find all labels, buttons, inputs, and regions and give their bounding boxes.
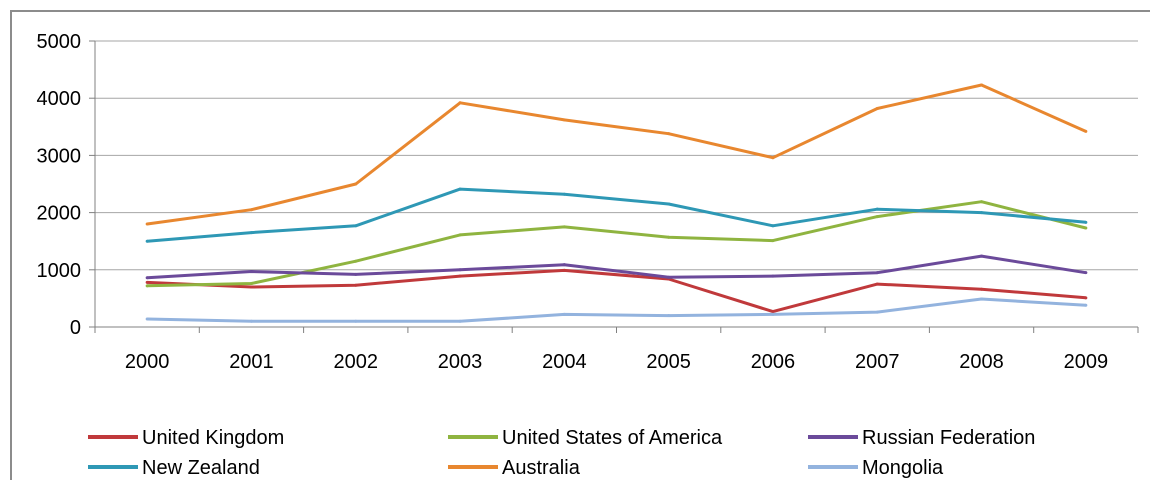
legend-label: New Zealand (142, 457, 260, 479)
data-point (354, 182, 358, 186)
data-point (771, 274, 775, 278)
data-point (667, 275, 671, 279)
data-point (667, 202, 671, 206)
x-tick-label: 2004 (542, 351, 587, 373)
data-point (980, 200, 984, 204)
series-line-4 (146, 83, 1087, 226)
data-point (1084, 226, 1088, 230)
x-axis: 2000 2001 2002 2003 2004 2005 2006 2007 2008 2009 (94, 41, 1139, 373)
data-point (667, 132, 671, 136)
legend: United Kingdom United States of America Ru… (88, 427, 1035, 479)
data-point (980, 254, 984, 258)
x-tick-label: 2009 (1064, 351, 1109, 373)
series-line-0 (147, 268, 1086, 314)
data-point (771, 239, 775, 243)
legend-label: United Kingdom (142, 427, 284, 449)
data-point (354, 272, 358, 276)
data-point (980, 287, 984, 291)
data-point (667, 235, 671, 239)
x-tick-label: 2001 (229, 351, 274, 373)
data-point (1084, 129, 1088, 133)
data-point (458, 187, 462, 191)
data-point (249, 285, 253, 289)
legend-label: Russian Federation (862, 427, 1035, 449)
data-point (562, 312, 566, 316)
data-point (458, 233, 462, 237)
data-point (249, 319, 253, 323)
x-tick-label: 2007 (855, 351, 900, 373)
series-line-5 (147, 297, 1086, 323)
data-point (562, 192, 566, 196)
data-point (980, 211, 984, 215)
y-tick-label: 4000 (37, 88, 82, 110)
data-point (458, 101, 462, 105)
y-tick-label: 3000 (37, 145, 82, 167)
data-point (562, 118, 566, 122)
legend-label: Mongolia (862, 457, 944, 479)
y-tick-label: 2000 (37, 203, 82, 225)
chart-frame (10, 10, 1150, 480)
data-point (875, 310, 879, 314)
data-point (771, 224, 775, 228)
data-point (145, 222, 149, 226)
data-point (1084, 296, 1088, 300)
data-point (980, 297, 984, 301)
data-point (1084, 220, 1088, 224)
data-point (145, 239, 149, 243)
legend-label: Australia (502, 457, 581, 479)
data-point (145, 280, 149, 284)
x-tick-label: 2003 (438, 351, 483, 373)
x-tick-label: 2008 (959, 351, 1004, 373)
y-tick-label: 0 (70, 317, 81, 339)
data-point (249, 208, 253, 212)
data-point (771, 310, 775, 314)
data-point (145, 284, 149, 288)
data-point (1084, 303, 1088, 307)
data-point (458, 268, 462, 272)
y-tick-label: 1000 (37, 260, 82, 282)
data-point (771, 312, 775, 316)
data-point (249, 270, 253, 274)
data-point (145, 317, 149, 321)
data-point (354, 259, 358, 263)
y-tick-label: 5000 (37, 31, 82, 53)
x-tick-label: 2006 (751, 351, 796, 373)
legend-label: United States of America (502, 427, 723, 449)
data-point (875, 215, 879, 219)
data-point (1084, 271, 1088, 275)
series-line-3 (147, 187, 1086, 243)
data-point (667, 314, 671, 318)
data-point (771, 156, 775, 160)
data-point (249, 231, 253, 235)
data-point (875, 106, 879, 110)
data-point (354, 224, 358, 228)
data-point (354, 283, 358, 287)
x-tick-label: 2000 (125, 351, 170, 373)
series-lines (145, 83, 1088, 323)
x-tick-label: 2002 (334, 351, 379, 373)
data-point (458, 274, 462, 278)
data-point (980, 83, 984, 87)
data-point (562, 263, 566, 267)
data-point (354, 319, 358, 323)
gridlines (95, 40, 1138, 271)
data-point (145, 276, 149, 280)
data-point (875, 271, 879, 275)
data-point (562, 268, 566, 272)
data-point (875, 207, 879, 211)
data-point (562, 225, 566, 229)
data-point (458, 319, 462, 323)
data-point (875, 282, 879, 286)
series-line-2 (147, 254, 1087, 280)
data-point (249, 282, 253, 286)
x-tick-label: 2005 (646, 351, 691, 373)
y-axis-ticks: 0 1000 2000 3000 4000 5000 (37, 31, 95, 339)
